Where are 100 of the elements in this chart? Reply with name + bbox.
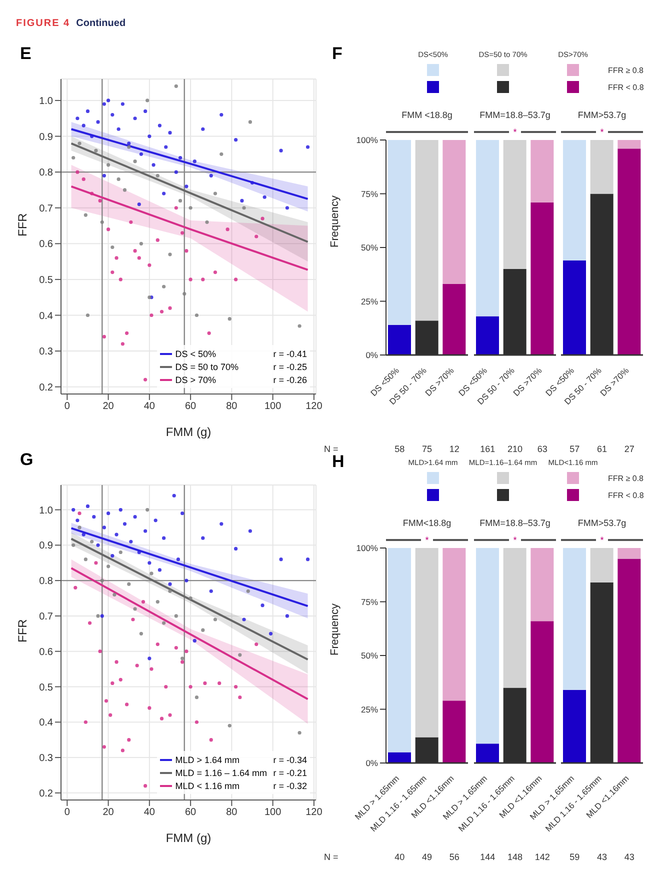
x-tick-label: 60 (184, 401, 197, 412)
point (207, 331, 211, 335)
y-tick-label: 75% (360, 596, 378, 607)
point (110, 245, 114, 250)
y-tick-label: 1.0 (39, 96, 54, 108)
point (78, 526, 82, 530)
point (238, 653, 242, 657)
point (127, 738, 131, 742)
y-tick-label: 0.7 (39, 203, 54, 214)
y-tick-label: 0.5 (39, 275, 54, 286)
point (152, 163, 156, 167)
point (116, 177, 120, 182)
annotation: r = -0.25 (273, 362, 307, 372)
text: 58 (394, 444, 406, 454)
point (84, 558, 88, 562)
point (86, 504, 90, 508)
point (238, 696, 242, 700)
x-tick-label: 40 (144, 807, 156, 818)
y-tick-label: 0.8 (39, 576, 54, 588)
point (180, 656, 184, 660)
point (106, 163, 110, 167)
legend-label: DS = 50 to 70% (175, 362, 240, 372)
point (114, 532, 118, 536)
y-tick-label: 100% (356, 135, 378, 146)
x-tick-label: 120 (306, 807, 323, 818)
y-tick-label: 0.3 (39, 753, 54, 764)
point (164, 145, 168, 149)
point (188, 684, 192, 689)
text: * (600, 535, 604, 545)
point (250, 181, 254, 185)
point (194, 696, 199, 700)
annotation: r = -0.34 (273, 754, 307, 764)
x-axis-title: FMM (g) (166, 831, 212, 845)
y-tick-label: 0.8 (39, 168, 54, 179)
point (110, 112, 114, 117)
point (242, 206, 246, 210)
point (129, 220, 133, 224)
point (156, 642, 160, 646)
point (180, 512, 184, 516)
point (158, 124, 162, 128)
point (306, 558, 310, 562)
point (234, 546, 238, 551)
text: 57 (568, 444, 581, 454)
bar (388, 324, 411, 355)
point (180, 231, 184, 235)
bar (563, 260, 586, 355)
y-tick-label: 100% (356, 543, 378, 554)
y-axis-title: FFR (15, 212, 30, 236)
point (285, 614, 290, 618)
point (205, 220, 209, 224)
point (148, 656, 152, 660)
point (144, 784, 148, 788)
point (98, 650, 102, 654)
point (306, 145, 310, 149)
point (96, 614, 100, 618)
point (188, 596, 192, 600)
point (96, 543, 100, 547)
point (148, 134, 152, 138)
point (82, 177, 86, 182)
point (162, 284, 166, 288)
annotation: r = -0.21 (273, 768, 307, 778)
point (129, 540, 133, 544)
point (192, 160, 196, 164)
point (248, 120, 252, 124)
point (148, 561, 152, 565)
point (188, 278, 192, 282)
y-tick-label: 25% (360, 296, 378, 306)
point (84, 720, 88, 724)
y-tick-label: 50% (360, 650, 378, 661)
point (102, 526, 106, 530)
point (112, 592, 116, 597)
point (176, 558, 180, 562)
point (102, 745, 106, 749)
y-tick-label: 0.4 (39, 310, 54, 322)
point (194, 720, 199, 724)
chart-subtitle: FMM<18.8g (402, 518, 452, 528)
bar (530, 621, 554, 763)
y-axis-title: FFR (15, 618, 30, 642)
y-axis-title: Frequency (328, 603, 341, 656)
text: 56 (448, 852, 460, 862)
point (98, 198, 102, 203)
point (104, 699, 108, 703)
point (118, 278, 122, 282)
point (122, 522, 127, 526)
point (174, 170, 178, 174)
bar (476, 140, 499, 316)
chart-title: E (20, 44, 32, 64)
point (84, 213, 88, 217)
point (106, 512, 110, 516)
x-tick-label: 100 (264, 401, 282, 412)
point (156, 238, 160, 242)
point (174, 614, 178, 618)
point (76, 116, 80, 120)
text: 61 (596, 444, 608, 454)
point (122, 188, 127, 192)
text: 142 (534, 852, 551, 862)
point (279, 148, 283, 152)
point (94, 561, 98, 565)
text: 63 (536, 444, 548, 454)
point (162, 536, 166, 540)
